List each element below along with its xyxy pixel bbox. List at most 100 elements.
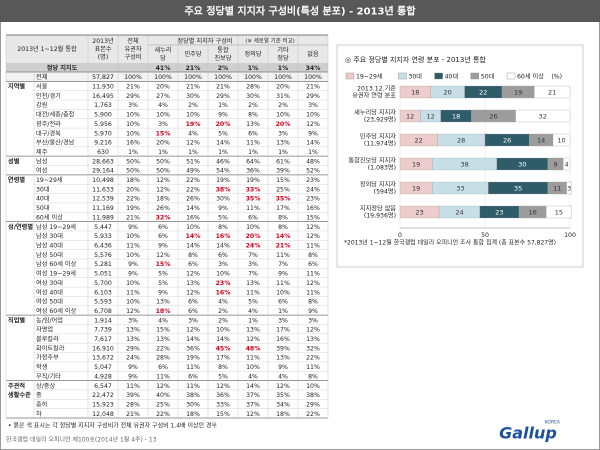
footnote: • 붉은 색 표시는 각 정당별 지지자 구성비가 전체 유권자 구성비 1.4… bbox=[8, 422, 217, 430]
cell: 15,923 bbox=[92, 401, 114, 408]
cell: 3% bbox=[278, 317, 288, 324]
cell: 4% bbox=[158, 102, 168, 109]
legend-swatch bbox=[434, 72, 443, 80]
cell: 18% bbox=[156, 196, 170, 203]
cell: 12% bbox=[126, 308, 140, 315]
cell: 6% bbox=[188, 261, 198, 268]
cell: 24% bbox=[126, 355, 140, 362]
cell: 14% bbox=[216, 243, 230, 250]
support-value: 1% bbox=[278, 65, 289, 72]
category-label: (19,936명) bbox=[364, 212, 396, 220]
cell: 5% bbox=[218, 373, 228, 380]
cell: 23% bbox=[216, 280, 231, 287]
cell: 23% bbox=[306, 196, 320, 203]
cell: 11% bbox=[246, 140, 260, 147]
cell: 20% bbox=[216, 121, 231, 128]
cell: 28% bbox=[126, 401, 140, 408]
value-label: 18 bbox=[452, 113, 460, 121]
cell: 9% bbox=[128, 261, 138, 268]
cell: 23% bbox=[306, 177, 320, 184]
cell: 3% bbox=[128, 317, 138, 324]
value-label: 4 bbox=[565, 161, 569, 169]
cell: 5,970 bbox=[94, 130, 112, 137]
group-label: 연령별 bbox=[8, 176, 25, 184]
cell: 50% bbox=[156, 158, 170, 165]
party-note: (※ 세로열 기준 비교) bbox=[245, 37, 295, 45]
table-header-bg bbox=[6, 35, 328, 63]
row-label: 학생 bbox=[36, 363, 48, 371]
support-value: 41% bbox=[156, 65, 171, 72]
cell: 13% bbox=[186, 280, 200, 287]
cell: 10% bbox=[126, 121, 140, 128]
cell: 12% bbox=[216, 383, 230, 390]
group-label: 성/연령별 bbox=[8, 223, 33, 231]
cell: 28% bbox=[156, 355, 170, 362]
cell: 6% bbox=[158, 233, 168, 240]
cell: 20% bbox=[126, 186, 140, 193]
cell: 38% bbox=[186, 392, 200, 399]
category-label: (11,974명) bbox=[364, 140, 396, 148]
cell: 5,593 bbox=[94, 299, 112, 306]
category-label: (1,083명) bbox=[368, 164, 396, 172]
cell: 1% bbox=[218, 102, 228, 109]
cell: 4,928 bbox=[94, 373, 112, 380]
cell: 13% bbox=[126, 327, 140, 334]
cell: 36% bbox=[216, 392, 230, 399]
cell: 20% bbox=[156, 140, 170, 147]
cell: 8% bbox=[278, 214, 288, 221]
cell: 11% bbox=[306, 289, 320, 296]
cell: 13% bbox=[276, 355, 290, 362]
row-label: 하 bbox=[36, 410, 42, 418]
cell: 10% bbox=[186, 224, 200, 231]
chart-panel bbox=[336, 44, 584, 268]
cell: 22% bbox=[306, 355, 320, 362]
cell: 6,103 bbox=[94, 289, 112, 296]
value-label: 12 bbox=[426, 113, 434, 121]
cell: 8% bbox=[248, 112, 258, 119]
cell: 33% bbox=[216, 401, 230, 408]
cell: 8% bbox=[218, 364, 228, 371]
value-label: 22 bbox=[479, 89, 487, 97]
party-header: 당 bbox=[160, 54, 166, 62]
cell: 6% bbox=[248, 214, 258, 221]
cell: 29% bbox=[306, 93, 320, 100]
share-header: 전체 bbox=[127, 37, 139, 45]
cell: 100% bbox=[304, 74, 322, 81]
cell: 6% bbox=[248, 130, 258, 137]
cell: 18% bbox=[156, 308, 171, 315]
cell: 3% bbox=[248, 261, 258, 268]
cell: 3% bbox=[128, 102, 138, 109]
cell: 7% bbox=[248, 271, 258, 278]
bar-segment bbox=[515, 109, 571, 123]
cell: 38% bbox=[216, 186, 231, 193]
cell: 16% bbox=[186, 214, 200, 221]
cell: 26% bbox=[156, 205, 170, 212]
cell: 10% bbox=[276, 289, 290, 296]
cell: 14% bbox=[246, 383, 260, 390]
cell: 14% bbox=[276, 233, 291, 240]
value-label: 23 bbox=[415, 209, 423, 217]
value-label: 19 bbox=[514, 89, 522, 97]
cell: 13% bbox=[156, 336, 170, 343]
row-label: 남성 50대 bbox=[36, 251, 63, 259]
cell: 5% bbox=[218, 130, 228, 137]
bar-segment bbox=[563, 157, 571, 171]
cell: 4% bbox=[248, 308, 258, 315]
cell: 19% bbox=[216, 177, 230, 184]
logo-sub: KOREA bbox=[545, 420, 561, 426]
cell: 35% bbox=[276, 196, 291, 203]
cell: 8% bbox=[308, 252, 318, 259]
cell: 12% bbox=[306, 280, 320, 287]
cell: 36% bbox=[186, 345, 200, 352]
chart-title: ◎ 주요 정당별 지지자 연령 분포 - 2013년 통합 bbox=[345, 55, 486, 64]
legend-swatch bbox=[506, 72, 516, 80]
cell: 6% bbox=[188, 299, 198, 306]
row-label: 강원 bbox=[36, 101, 48, 109]
cell: 12% bbox=[156, 252, 170, 259]
cell: 13% bbox=[246, 280, 260, 287]
cell: 35% bbox=[276, 392, 290, 399]
support-label: 정당 지지도 bbox=[47, 64, 78, 72]
group-label: 지역별 bbox=[8, 83, 25, 91]
category-label: (594명) bbox=[374, 188, 396, 196]
cell: 29,164 bbox=[92, 168, 114, 175]
